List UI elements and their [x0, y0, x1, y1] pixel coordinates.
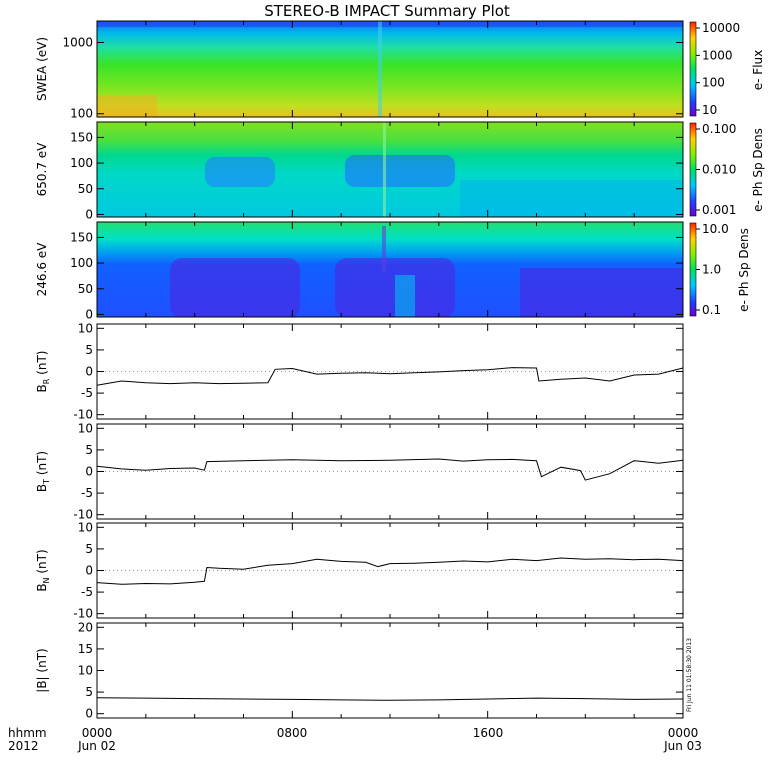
timestamp: Fri Jun 11 01:58:30 2013	[686, 638, 693, 712]
colorbar-tick-label: 10000	[702, 21, 740, 35]
x-tick-label-0: 0000	[82, 726, 113, 740]
y-tick-label: 0	[85, 365, 93, 379]
y-tick-label: 10	[78, 664, 93, 678]
y-tick-label: 50	[78, 182, 93, 196]
panel-frame-4	[96, 423, 684, 520]
y-axis-ticks: 1000100150100500150100500-10-50510-10-50…	[62, 35, 683, 721]
y-tick-label: -5	[81, 486, 93, 500]
y-tick-label: 1000	[62, 35, 93, 49]
y-axis-labels: SWEA (eV) 650.7 eV 246.6 eV BR (nT) BT (nT) B…	[35, 37, 51, 693]
x-sublabel-0: Jun 02	[77, 739, 116, 753]
colorbar-ticks: 10000 1000 100 10 0.100 0.010 0.001 10.0 1.0 0.1	[696, 21, 740, 317]
y-axis-label-2: 246.6 eV	[35, 242, 49, 297]
y-tick-label: 150	[70, 230, 93, 244]
y-axis-label-0: SWEA (eV)	[35, 37, 49, 101]
y-tick-label: 20	[78, 620, 93, 634]
y-tick-label: 100	[70, 107, 93, 121]
series-line-5	[96, 557, 684, 585]
y-tick-label: 0	[85, 564, 93, 578]
y-tick-label: 5	[85, 542, 93, 556]
colorbar-tick-label: 1.0	[702, 263, 721, 277]
panel-frame-6	[96, 622, 684, 719]
colorbar-tick-label: 10	[702, 103, 717, 117]
y-axis-label-4: BT (nT)	[35, 451, 51, 492]
colorbar-tick-label: 0.1	[702, 303, 721, 317]
y-axis-label-1: 650.7 eV	[35, 142, 49, 197]
y-tick-label: -5	[81, 585, 93, 599]
x-tick-label-2: 1600	[473, 726, 504, 740]
panel-frame-3	[96, 323, 684, 420]
y-tick-label: 100	[70, 156, 93, 170]
colorbar-tick-label: 100	[702, 76, 725, 90]
y-tick-label: 10	[78, 520, 93, 534]
colorbar-tick-label: 1000	[702, 48, 733, 62]
cb-label-swea: e- Flux	[751, 50, 765, 90]
spectrogram-650eV	[97, 122, 683, 217]
y-tick-label: 10	[78, 421, 93, 435]
y-tick-label: 0	[85, 465, 93, 479]
y-axis-label-5: BN (nT)	[35, 549, 51, 591]
series-line-3	[96, 367, 684, 386]
colorbar-tick-label: 0.100	[702, 122, 736, 136]
y-tick-label: -10	[73, 607, 93, 621]
plot-title: STEREO-B IMPACT Summary Plot	[264, 2, 510, 20]
y-tick-label: -5	[81, 386, 93, 400]
y-tick-label: 100	[70, 256, 93, 270]
x-tick-label-1: 0800	[277, 726, 308, 740]
y-tick-label: 0	[85, 707, 93, 721]
colorbar-tick-label: 0.010	[702, 163, 736, 177]
y-axis-label-6: |B| (nT)	[35, 648, 49, 692]
cb-label-246eV: e- Ph Sp Dens	[737, 228, 751, 312]
y-tick-label: 5	[85, 443, 93, 457]
x-sublabel-3: Jun 03	[663, 739, 702, 753]
y-tick-label: 0	[85, 307, 93, 321]
series-line-6	[96, 697, 684, 701]
y-tick-label: -10	[73, 508, 93, 522]
colorbar-tick-label: 0.001	[702, 203, 736, 217]
y-tick-label: 10	[78, 321, 93, 335]
y-tick-label: 0	[85, 207, 93, 221]
y-tick-label: 5	[85, 685, 93, 699]
panel-frame-5	[96, 522, 684, 619]
y-tick-label: 15	[78, 642, 93, 656]
line-series	[96, 367, 684, 701]
colorbar-swea	[689, 21, 697, 117]
cb-label-650eV: e- Ph Sp Dens	[751, 128, 765, 212]
y-tick-label: -10	[73, 408, 93, 422]
swea-spectrogram	[97, 21, 683, 117]
y-tick-label: 5	[85, 343, 93, 357]
x-left-label-bottom: 2012	[8, 739, 39, 753]
y-axis-label-3: BR (nT)	[35, 351, 51, 393]
series-line-4	[96, 458, 684, 481]
spectrogram-246eV	[97, 222, 683, 317]
colorbar-246eV	[689, 222, 697, 317]
x-left-label-top: hhmm	[8, 726, 47, 740]
y-tick-label: 150	[70, 130, 93, 144]
x-tick-label-3: 0000	[668, 726, 699, 740]
colorbar-650eV	[689, 122, 697, 217]
y-tick-label: 50	[78, 282, 93, 296]
colorbar-tick-label: 10.0	[702, 222, 729, 236]
